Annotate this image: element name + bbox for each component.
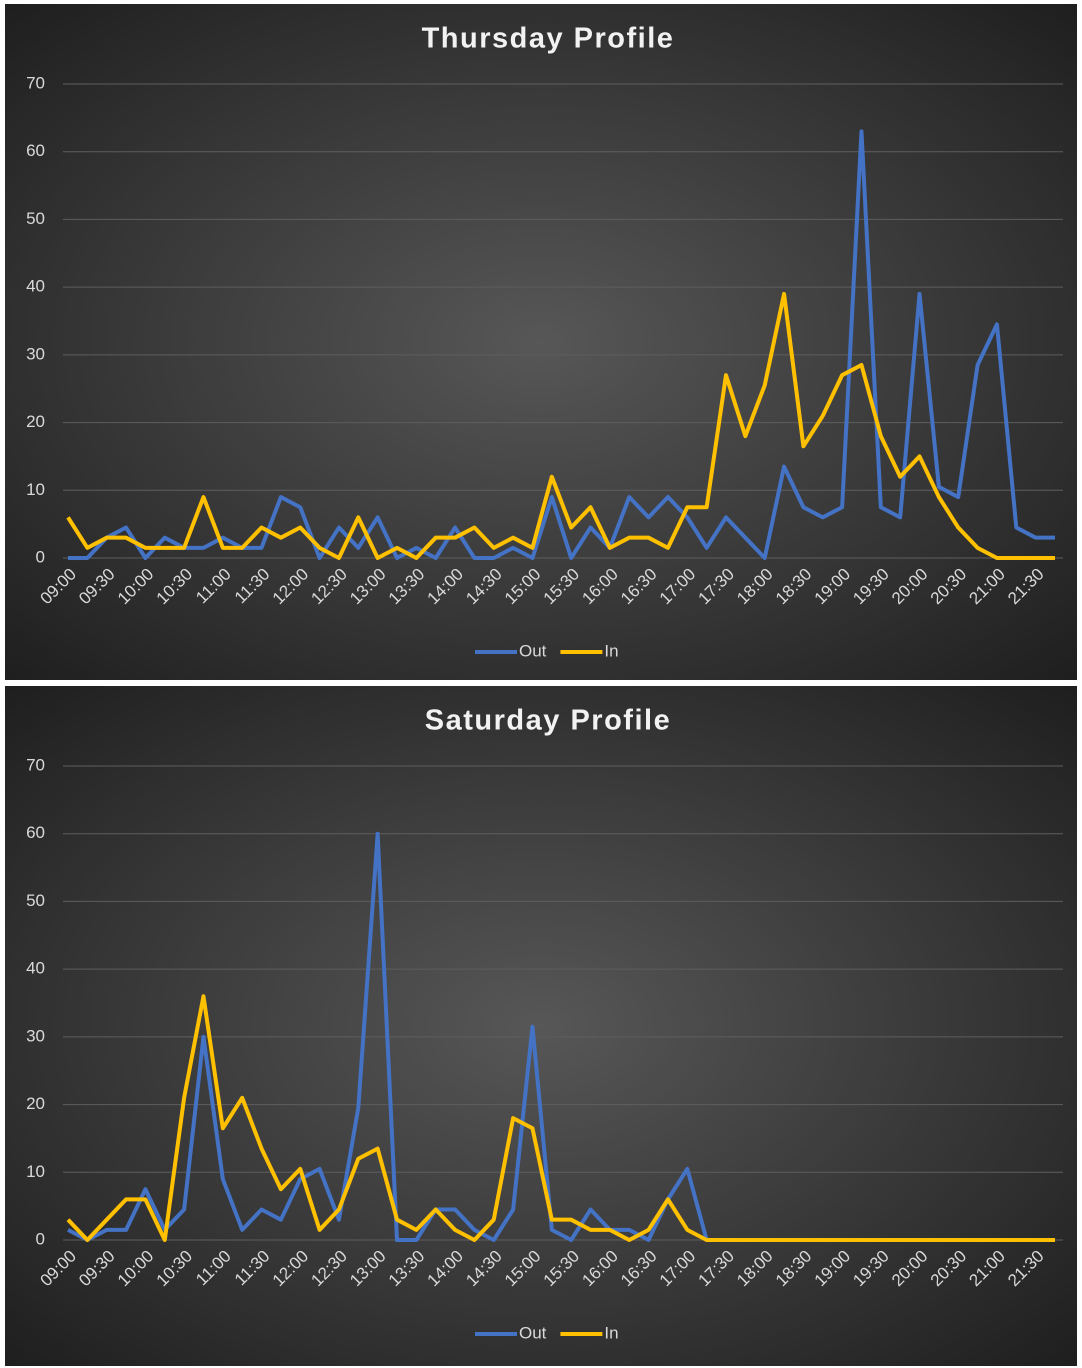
background [5, 4, 1077, 680]
y-tick-label: 10 [26, 480, 45, 499]
series-line [66, 291, 1055, 560]
background [5, 686, 1077, 1366]
y-tick-label: 40 [26, 277, 45, 296]
y-tick-label: 60 [26, 823, 45, 842]
y-tick-label: 50 [26, 891, 45, 910]
series-line [68, 129, 1055, 560]
chart-title: Saturday Profile [425, 705, 671, 737]
y-tick-label: 10 [26, 1162, 45, 1181]
y-tick-label: 20 [26, 1094, 45, 1113]
series-line [66, 994, 1055, 1242]
y-tick-label: 40 [26, 959, 45, 978]
y-tick-label: 30 [26, 344, 45, 363]
chart: Thursday Profile01020304050607009:0009:3… [5, 4, 1077, 680]
legend-label: In [604, 641, 618, 660]
y-tick-label: 30 [26, 1026, 45, 1045]
y-tick-label: 0 [36, 547, 45, 566]
y-tick-label: 20 [26, 412, 45, 431]
y-tick-label: 60 [26, 141, 45, 160]
chart: Saturday Profile01020304050607009:0009:3… [5, 686, 1077, 1366]
legend-label: Out [519, 1323, 547, 1342]
y-tick-label: 0 [36, 1229, 45, 1248]
legend-label: Out [519, 641, 547, 660]
legend-label: In [604, 1323, 618, 1342]
chart-title: Thursday Profile [422, 23, 675, 55]
y-tick-label: 70 [26, 73, 45, 92]
y-tick-label: 70 [26, 755, 45, 774]
y-tick-label: 50 [26, 209, 45, 228]
